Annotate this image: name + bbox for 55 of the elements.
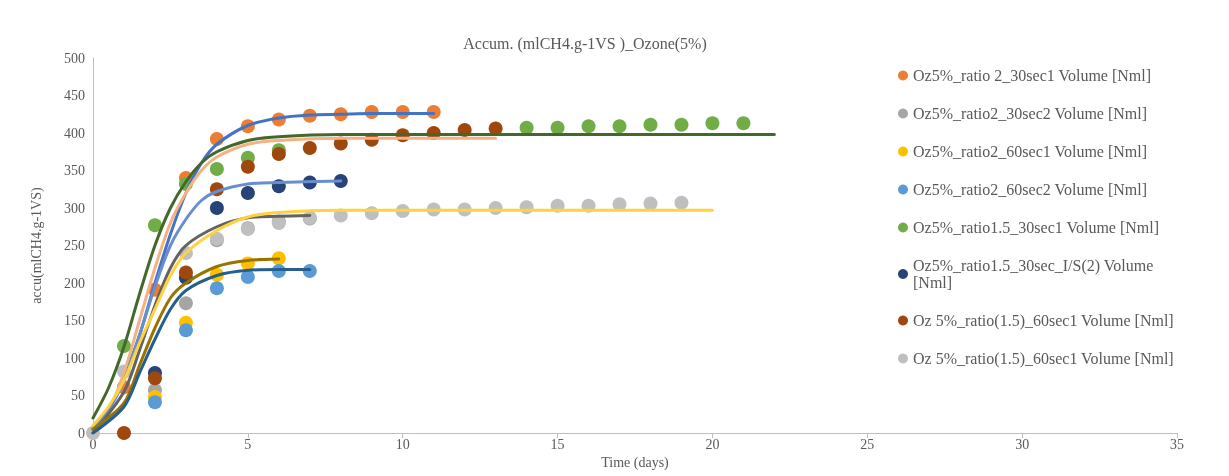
x-tick-label: 10: [395, 436, 410, 452]
point: [643, 196, 658, 211]
legend-label: Oz5%_ratio2_30sec2 Volume [Nml]: [913, 105, 1148, 122]
y-tick-label: 100: [64, 350, 85, 366]
point: [209, 201, 224, 215]
legend-label: Oz 5%_ratio(1.5)_60sec1 Volume [Nml]: [913, 312, 1174, 330]
point: [178, 265, 193, 280]
point: [581, 119, 596, 134]
x-tick-label: 0: [89, 436, 97, 452]
x-tick-label: 5: [244, 436, 252, 452]
point: [147, 371, 162, 386]
point: [178, 323, 193, 338]
point: [612, 119, 627, 134]
legend-label: Oz5%_ratio1.5_30sec_I/S(2) Volume [Nml]: [913, 257, 1158, 291]
point: [209, 281, 224, 296]
point: [302, 141, 317, 155]
point: [240, 159, 255, 174]
y-axis-title: accu(mlCH4.g-1VS): [28, 187, 45, 304]
x-tick-label: 20: [705, 436, 720, 452]
point: [240, 270, 255, 284]
point: [116, 426, 131, 440]
point: [736, 116, 751, 131]
y-tick-label: 500: [64, 50, 85, 66]
y-tick-label: 50: [71, 388, 85, 403]
y-tick-label: 300: [64, 200, 85, 216]
point: [147, 395, 162, 410]
x-tick-label: 30: [1015, 436, 1030, 452]
x-axis-title: Time (days): [601, 455, 670, 472]
point: [550, 120, 565, 135]
point: [178, 296, 193, 311]
y-tick-label: 400: [64, 125, 85, 141]
legend-label: Oz5%_ratio2_60sec2 Volume [Nml]: [913, 181, 1148, 198]
point: [240, 186, 255, 200]
point: [705, 116, 720, 131]
point: [209, 162, 224, 176]
x-tick-label: 15: [550, 436, 565, 452]
legend-label: Oz5%_ratio2_60sec1 Volume [Nml]: [913, 143, 1148, 160]
y-tick-label: 0: [78, 425, 85, 441]
legend-label: Oz 5%_ratio(1.5)_60sec1 Volume [Nml]: [913, 350, 1174, 368]
point: [271, 147, 286, 161]
y-tick-label: 150: [64, 313, 85, 328]
point: [519, 120, 534, 135]
point: [147, 218, 162, 233]
point: [674, 117, 689, 132]
y-tick-label: 450: [64, 88, 85, 103]
legend-label: Oz5%_ratio1.5_30sec1 Volume [Nml]: [913, 219, 1160, 236]
legend-label: Oz5%_ratio 2_30sec1 Volume [Nml]: [913, 67, 1152, 84]
point: [674, 195, 689, 210]
y-tick-label: 250: [64, 238, 85, 253]
x-tick-label: 35: [1170, 436, 1184, 452]
y-tick-label: 350: [64, 163, 85, 178]
y-tick-label: 200: [64, 275, 85, 291]
chart-title: Accum. (mlCH4.g-1VS )_Ozone(5%): [463, 34, 707, 53]
x-tick-label: 25: [860, 436, 875, 452]
point: [643, 117, 658, 132]
